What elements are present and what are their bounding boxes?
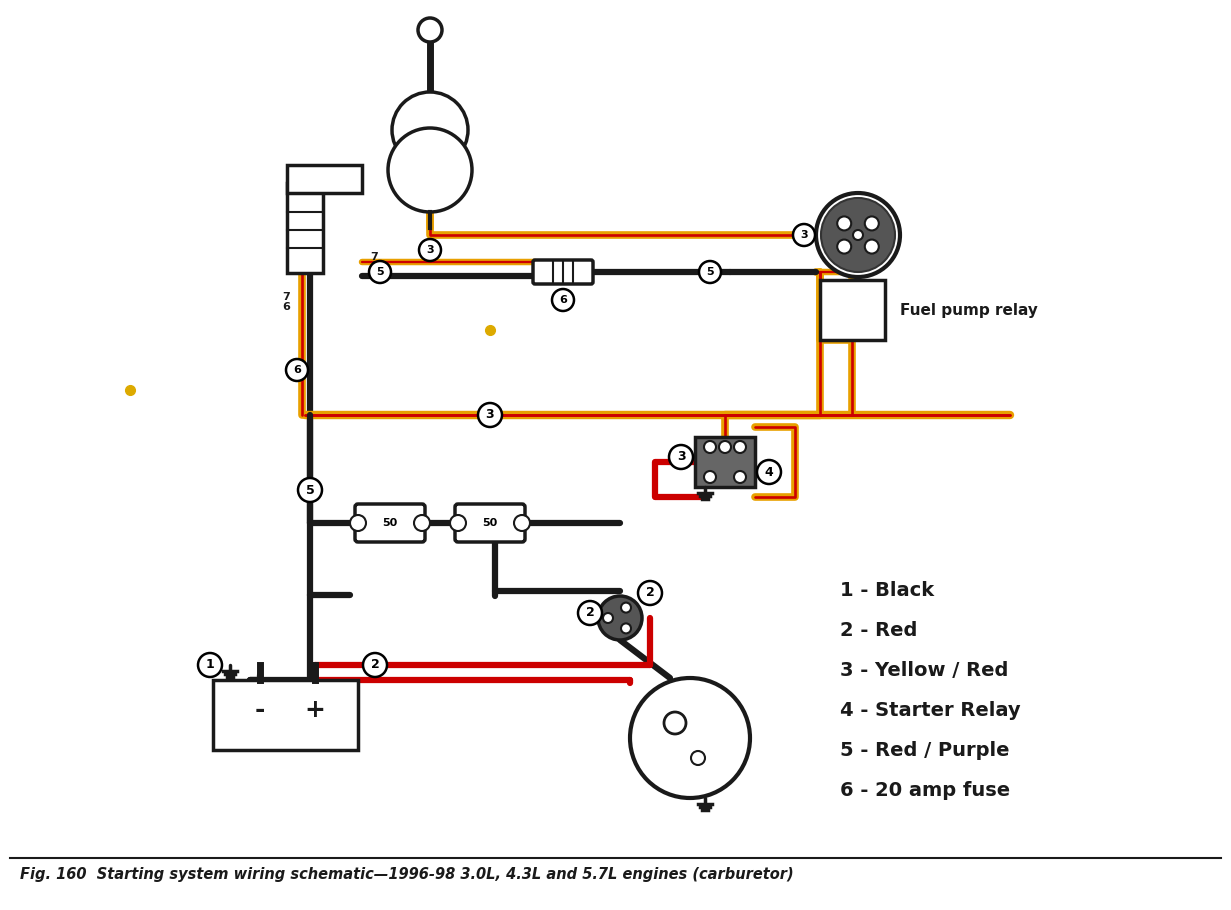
Circle shape [865, 239, 879, 254]
Text: 5: 5 [377, 267, 384, 277]
FancyBboxPatch shape [355, 504, 425, 542]
Circle shape [414, 515, 430, 531]
Text: Fuel pump relay: Fuel pump relay [900, 302, 1038, 318]
Text: 50: 50 [383, 518, 398, 528]
Circle shape [369, 261, 391, 283]
Text: 3 - Yellow / Red: 3 - Yellow / Red [840, 661, 1008, 680]
Circle shape [298, 478, 323, 502]
Circle shape [419, 239, 441, 261]
Text: 2 - Red: 2 - Red [840, 621, 917, 640]
Bar [820, 280, 885, 340]
Text: 4: 4 [764, 466, 773, 479]
Text: 3: 3 [677, 450, 686, 463]
Circle shape [793, 224, 815, 246]
Circle shape [719, 441, 731, 453]
Circle shape [704, 441, 716, 453]
Circle shape [853, 230, 863, 240]
Circle shape [837, 217, 851, 230]
Circle shape [363, 653, 387, 677]
Circle shape [821, 198, 895, 272]
Bar [287, 165, 362, 193]
Circle shape [837, 239, 851, 254]
Circle shape [579, 601, 602, 625]
Circle shape [478, 403, 502, 427]
Text: 7: 7 [282, 292, 291, 302]
Circle shape [865, 217, 879, 230]
Text: 6: 6 [371, 261, 378, 271]
Circle shape [638, 581, 662, 605]
Circle shape [451, 515, 467, 531]
Circle shape [515, 515, 531, 531]
Text: 2: 2 [371, 659, 379, 672]
Text: 50: 50 [483, 518, 497, 528]
FancyBboxPatch shape [533, 260, 593, 284]
Text: 5: 5 [305, 483, 314, 497]
Text: 6 - 20 amp fuse: 6 - 20 amp fuse [840, 781, 1011, 800]
Text: 5 - Red / Purple: 5 - Red / Purple [840, 741, 1009, 760]
Text: 3: 3 [800, 230, 808, 240]
Circle shape [699, 261, 721, 283]
Circle shape [757, 460, 780, 484]
Circle shape [620, 602, 632, 612]
Circle shape [668, 445, 693, 469]
Text: -: - [255, 698, 265, 722]
Text: 6: 6 [559, 295, 567, 305]
Text: 1 - Black: 1 - Black [840, 581, 934, 600]
Text: 3: 3 [486, 409, 495, 421]
Text: 7: 7 [371, 252, 378, 262]
Circle shape [391, 92, 468, 168]
Circle shape [551, 289, 574, 311]
Text: 6: 6 [293, 365, 300, 375]
Circle shape [388, 128, 471, 212]
Circle shape [286, 359, 308, 381]
Text: 4 - Starter Relay: 4 - Starter Relay [840, 701, 1020, 720]
Circle shape [603, 613, 613, 623]
Circle shape [419, 18, 442, 42]
Circle shape [734, 441, 746, 453]
Circle shape [691, 751, 705, 765]
Bar [213, 680, 358, 750]
Circle shape [620, 623, 632, 633]
Circle shape [598, 596, 643, 640]
Text: 2: 2 [586, 606, 595, 620]
Circle shape [664, 712, 686, 734]
Text: 6: 6 [282, 302, 291, 312]
Text: 2: 2 [645, 587, 655, 600]
Text: Fig. 160  Starting system wiring schematic—1996-98 3.0L, 4.3L and 5.7L engines (: Fig. 160 Starting system wiring schemati… [20, 867, 794, 883]
Circle shape [734, 471, 746, 483]
Circle shape [704, 471, 716, 483]
Text: 5: 5 [707, 267, 714, 277]
Bar [696, 437, 755, 487]
Circle shape [630, 678, 750, 798]
Circle shape [350, 515, 366, 531]
Text: 1: 1 [206, 659, 214, 672]
Circle shape [198, 653, 222, 677]
Text: +: + [304, 698, 325, 722]
Text: 3: 3 [426, 245, 433, 255]
Bar [287, 183, 323, 273]
FancyBboxPatch shape [455, 504, 524, 542]
Circle shape [816, 193, 900, 277]
